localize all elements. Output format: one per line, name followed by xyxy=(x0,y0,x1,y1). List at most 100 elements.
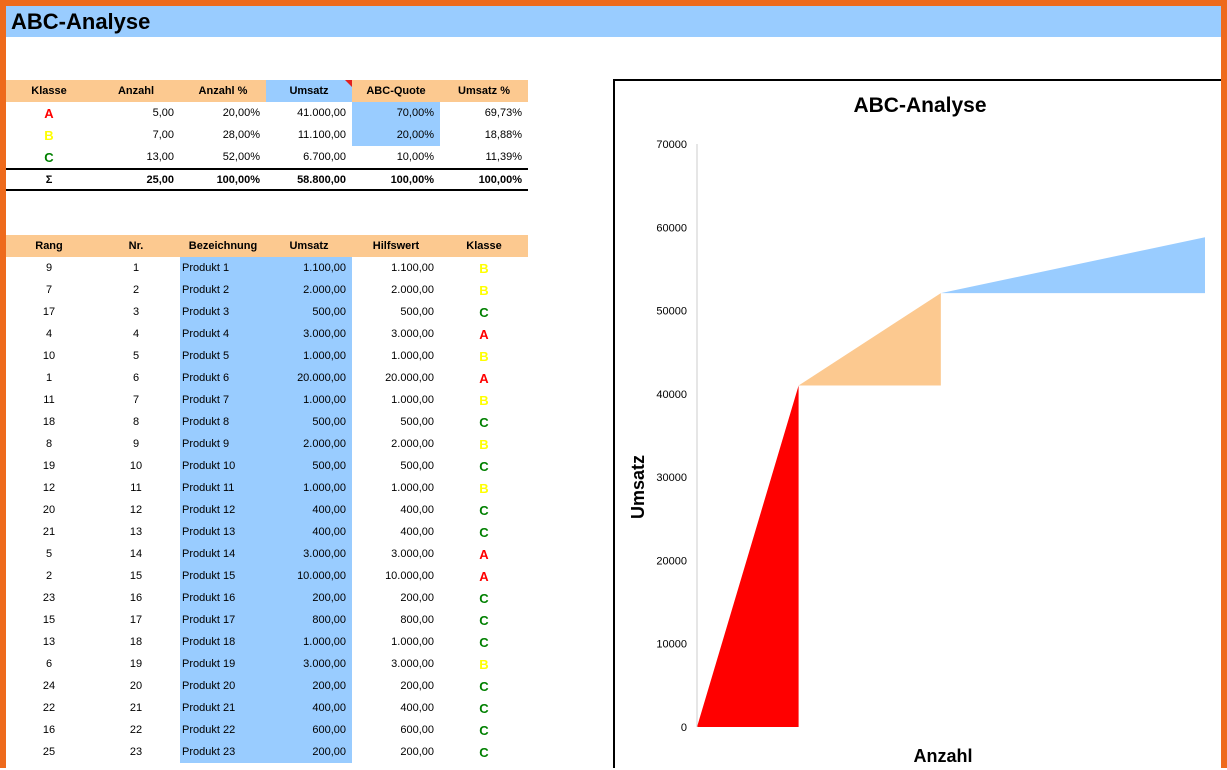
cell-nr[interactable]: 22 xyxy=(129,724,143,736)
col-header-hilfswert[interactable]: Hilfswert xyxy=(352,235,440,257)
cell-nr[interactable]: 7 xyxy=(132,394,140,406)
cell-nr[interactable]: 15 xyxy=(129,570,143,582)
cell-umsatz[interactable]: 10.000,00 xyxy=(266,565,352,587)
summary-total-quote[interactable]: 100,00% xyxy=(352,168,440,191)
cell-umsatz[interactable]: 3.000,00 xyxy=(266,323,352,345)
cell-bezeichnung[interactable]: Produkt 20 xyxy=(180,675,266,697)
cell-klasse[interactable]: C xyxy=(479,612,489,628)
cell-nr[interactable]: 20 xyxy=(129,680,143,692)
cell-rang[interactable]: 7 xyxy=(45,284,53,296)
cell-bezeichnung[interactable]: Produkt 2 xyxy=(180,279,266,301)
col-header-nr[interactable]: Nr. xyxy=(92,235,180,257)
cell-umsatz[interactable]: 600,00 xyxy=(266,719,352,741)
summary-cell-quote[interactable]: 10,00% xyxy=(396,151,434,163)
cell-umsatz[interactable]: 400,00 xyxy=(266,521,352,543)
cell-klasse[interactable]: C xyxy=(479,634,489,650)
cell-rang[interactable]: 18 xyxy=(42,416,56,428)
summary-cell-umsatz-pct[interactable]: 11,39% xyxy=(485,151,523,163)
cell-hilfswert[interactable]: 500,00 xyxy=(400,306,434,318)
cell-bezeichnung[interactable]: Produkt 5 xyxy=(180,345,266,367)
cell-umsatz[interactable]: 200,00 xyxy=(266,675,352,697)
cell-hilfswert[interactable]: 200,00 xyxy=(400,592,434,604)
summary-total-umsatz[interactable]: 58.800,00 xyxy=(266,168,352,191)
cell-bezeichnung[interactable]: Produkt 22 xyxy=(180,719,266,741)
cell-rang[interactable]: 4 xyxy=(45,328,53,340)
cell-hilfswert[interactable]: 20.000,00 xyxy=(385,372,434,384)
cell-bezeichnung[interactable]: Produkt 15 xyxy=(180,565,266,587)
cell-umsatz[interactable]: 3.000,00 xyxy=(266,653,352,675)
col-header-klasse[interactable]: Klasse xyxy=(440,235,528,257)
cell-umsatz[interactable]: 2.000,00 xyxy=(266,433,352,455)
cell-hilfswert[interactable]: 600,00 xyxy=(400,724,434,736)
cell-hilfswert[interactable]: 10.000,00 xyxy=(385,570,434,582)
cell-rang[interactable]: 22 xyxy=(42,702,56,714)
summary-cell-klasse[interactable]: A xyxy=(44,105,54,121)
cell-bezeichnung[interactable]: Produkt 1 xyxy=(180,257,266,279)
cell-umsatz[interactable]: 400,00 xyxy=(266,499,352,521)
cell-nr[interactable]: 17 xyxy=(129,614,143,626)
summary-cell-klasse[interactable]: C xyxy=(44,149,54,165)
cell-bezeichnung[interactable]: Produkt 13 xyxy=(180,521,266,543)
cell-umsatz[interactable]: 3.000,00 xyxy=(266,543,352,565)
summary-cell-umsatz[interactable]: 11.100,00 xyxy=(297,129,346,141)
cell-klasse[interactable]: A xyxy=(479,326,489,342)
cell-umsatz[interactable]: 800,00 xyxy=(266,609,352,631)
cell-bezeichnung[interactable]: Produkt 6 xyxy=(180,367,266,389)
summary-cell-klasse[interactable]: B xyxy=(44,127,54,143)
cell-klasse[interactable]: B xyxy=(479,260,489,276)
cell-umsatz[interactable]: 200,00 xyxy=(266,741,352,763)
cell-umsatz[interactable]: 1.000,00 xyxy=(266,345,352,367)
cell-rang[interactable]: 2 xyxy=(45,570,53,582)
cell-bezeichnung[interactable]: Produkt 4 xyxy=(180,323,266,345)
cell-hilfswert[interactable]: 3.000,00 xyxy=(391,548,434,560)
cell-rang[interactable]: 1 xyxy=(45,372,53,384)
summary-cell-anzahl[interactable]: 5,00 xyxy=(152,107,174,119)
cell-umsatz[interactable]: 1.000,00 xyxy=(266,631,352,653)
cell-rang[interactable]: 15 xyxy=(42,614,56,626)
cell-umsatz[interactable]: 1.000,00 xyxy=(266,477,352,499)
cell-hilfswert[interactable]: 500,00 xyxy=(400,460,434,472)
cell-rang[interactable]: 20 xyxy=(42,504,56,516)
cell-bezeichnung[interactable]: Produkt 21 xyxy=(180,697,266,719)
cell-rang[interactable]: 10 xyxy=(42,350,56,362)
cell-rang[interactable]: 16 xyxy=(42,724,56,736)
cell-klasse[interactable]: A xyxy=(479,546,489,562)
cell-nr[interactable]: 5 xyxy=(132,350,140,362)
cell-bezeichnung[interactable]: Produkt 12 xyxy=(180,499,266,521)
cell-nr[interactable]: 2 xyxy=(132,284,140,296)
cell-klasse[interactable]: B xyxy=(479,436,489,452)
cell-hilfswert[interactable]: 1.000,00 xyxy=(391,636,434,648)
cell-bezeichnung[interactable]: Produkt 14 xyxy=(180,543,266,565)
cell-umsatz[interactable]: 20.000,00 xyxy=(266,367,352,389)
cell-rang[interactable]: 21 xyxy=(42,526,56,538)
summary-total-anzahl[interactable]: 25,00 xyxy=(92,168,180,191)
cell-klasse[interactable]: C xyxy=(479,678,489,694)
abc-chart[interactable]: ABC-Analyse Umsatz Anzahl 0 10000 20000 300… xyxy=(613,79,1227,768)
summary-total-sigma[interactable]: Σ xyxy=(6,168,92,191)
summary-cell-umsatz[interactable]: 6.700,00 xyxy=(303,151,346,163)
summary-cell-anzahl-pct[interactable]: 20,00% xyxy=(222,107,260,119)
cell-bezeichnung[interactable]: Produkt 7 xyxy=(180,389,266,411)
cell-umsatz[interactable]: 500,00 xyxy=(266,301,352,323)
cell-nr[interactable]: 6 xyxy=(132,372,140,384)
cell-rang[interactable]: 11 xyxy=(43,394,55,406)
chart-area-class-b[interactable] xyxy=(798,293,941,386)
summary-total-anzahl-pct[interactable]: 100,00% xyxy=(180,168,266,191)
cell-rang[interactable]: 12 xyxy=(42,482,56,494)
col-header-bezeichnung[interactable]: Bezeichnung xyxy=(180,235,266,257)
cell-nr[interactable]: 1 xyxy=(132,262,140,274)
cell-rang[interactable]: 17 xyxy=(42,306,56,318)
cell-nr[interactable]: 13 xyxy=(129,526,143,538)
cell-hilfswert[interactable]: 1.000,00 xyxy=(391,350,434,362)
cell-umsatz[interactable]: 400,00 xyxy=(266,697,352,719)
cell-nr[interactable]: 4 xyxy=(132,328,140,340)
cell-klasse[interactable]: C xyxy=(479,722,489,738)
cell-umsatz[interactable]: 500,00 xyxy=(266,455,352,477)
cell-klasse[interactable]: C xyxy=(479,700,489,716)
cell-klasse[interactable]: A xyxy=(479,568,489,584)
cell-klasse[interactable]: C xyxy=(479,304,489,320)
col-header-klasse[interactable]: Klasse xyxy=(6,80,92,102)
cell-klasse[interactable]: C xyxy=(479,744,489,760)
summary-cell-quote[interactable]: 70,00% xyxy=(352,102,440,124)
cell-klasse[interactable]: A xyxy=(479,370,489,386)
